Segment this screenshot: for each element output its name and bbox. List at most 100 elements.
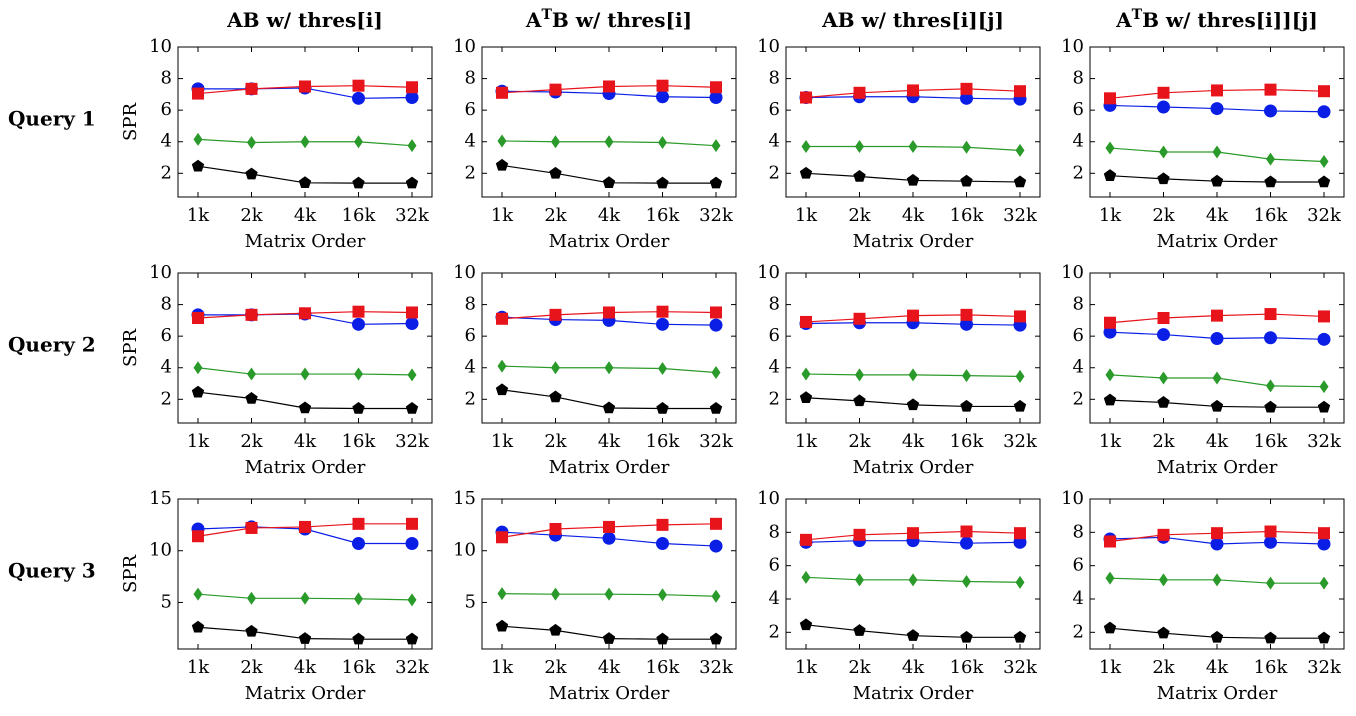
series-2-point-3 xyxy=(1210,332,1224,346)
series-3-point-3 xyxy=(300,591,310,605)
x-tick-label: 16k xyxy=(342,657,377,678)
x-axis-label: Matrix Order xyxy=(1157,683,1278,704)
series-1-point-5 xyxy=(1014,85,1026,98)
series-4-point-3 xyxy=(602,401,616,414)
series-3-point-4 xyxy=(658,136,667,150)
series-4-point-3 xyxy=(602,632,616,644)
y-tick-label: 2 xyxy=(161,388,172,409)
y-tick-label: 8 xyxy=(769,521,780,542)
series-4-point-2 xyxy=(1157,626,1170,639)
x-axis-label: Matrix Order xyxy=(549,231,670,252)
series-1-point-4 xyxy=(352,79,365,92)
series-2-point-3 xyxy=(1210,102,1224,116)
series-1-point-2 xyxy=(549,523,562,535)
panel-r2-c1: 2 4 6 8 10 1k 2k 4k 16k 32k Matrix Order SPR xyxy=(120,262,433,478)
x-tick-label: 1k xyxy=(187,431,210,452)
series-1-point-1 xyxy=(1104,535,1116,548)
y-axis-label: SPR xyxy=(120,329,141,367)
series-2-point-5 xyxy=(405,317,419,331)
x-tick-label: 2k xyxy=(1152,431,1175,452)
series-1-point-5 xyxy=(710,517,722,530)
series-3-point-2 xyxy=(855,368,864,382)
series-1-point-1 xyxy=(800,91,812,104)
panel-r1-c1: 2 4 6 8 10 1k 2k 4k 16k 32k Matrix Order SPR xyxy=(120,36,433,252)
x-tick-label: 4k xyxy=(1206,657,1229,678)
y-tick-label: 8 xyxy=(161,294,172,315)
series-4-point-1 xyxy=(799,166,813,179)
x-tick-label: 2k xyxy=(544,657,567,678)
series-1-point-3 xyxy=(1211,527,1223,540)
x-tick-label: 16k xyxy=(646,657,681,678)
y-tick-label: 2 xyxy=(465,162,476,183)
series-3-point-2 xyxy=(551,361,560,375)
series-2-point-3 xyxy=(1210,537,1224,551)
series-3-point-3 xyxy=(300,367,310,381)
series-1-point-1 xyxy=(496,312,508,325)
series-1-point-2 xyxy=(1157,312,1170,324)
y-tick-label: 4 xyxy=(465,357,476,378)
series-3-point-2 xyxy=(551,135,560,149)
series-2-point-4 xyxy=(960,91,973,105)
series-4-point-2 xyxy=(245,167,258,180)
series-4-point-3 xyxy=(298,401,312,414)
x-tick-label: 32k xyxy=(1307,431,1342,452)
series-4-point-3 xyxy=(906,629,920,641)
series-1-point-1 xyxy=(496,531,508,544)
x-tick-label: 1k xyxy=(1099,657,1122,678)
series-3-point-5 xyxy=(1015,575,1025,589)
y-tick-label: 8 xyxy=(1073,294,1084,315)
series-4-point-2 xyxy=(1157,172,1170,185)
y-tick-label: 4 xyxy=(1073,357,1084,378)
series-4-point-4 xyxy=(960,399,973,412)
series-4-point-3 xyxy=(602,176,616,189)
y-tick-label: 8 xyxy=(1073,68,1084,89)
series-4-point-5 xyxy=(405,176,419,189)
y-tick-label: 10 xyxy=(453,262,476,283)
series-4-point-1 xyxy=(191,620,205,633)
y-tick-label: 10 xyxy=(149,262,172,283)
series-4-point-1 xyxy=(1103,169,1117,181)
y-tick-label: 2 xyxy=(161,162,172,183)
x-tick-label: 4k xyxy=(1206,205,1229,226)
series-3-point-1 xyxy=(193,361,203,375)
row-title-1: Query 1 xyxy=(8,107,96,131)
series-4-point-3 xyxy=(906,398,920,411)
y-tick-label: 5 xyxy=(161,591,172,612)
x-tick-label: 4k xyxy=(598,431,621,452)
y-tick-label: 6 xyxy=(465,325,476,346)
series-3-point-3 xyxy=(1212,145,1222,159)
x-tick-label: 1k xyxy=(187,657,210,678)
series-4-point-3 xyxy=(1210,630,1224,643)
x-tick-label: 16k xyxy=(950,657,985,678)
series-1-point-4 xyxy=(960,525,973,538)
series-4-point-4 xyxy=(1264,400,1277,413)
series-3-point-1 xyxy=(1105,141,1115,155)
series-2-point-4 xyxy=(352,91,365,105)
series-4-point-4 xyxy=(656,632,669,645)
x-tick-label: 1k xyxy=(491,205,514,226)
x-tick-label: 4k xyxy=(598,205,621,226)
x-tick-label: 2k xyxy=(240,657,263,678)
panel-r2-c3: 2 4 6 8 10 1k 2k 4k 16k 32k Matrix Order xyxy=(757,262,1041,478)
series-1-point-4 xyxy=(1264,525,1277,538)
series-1-point-5 xyxy=(1014,310,1026,323)
column-title-4: ATB w/ thres[i]][j] xyxy=(1115,7,1318,32)
series-3-point-4 xyxy=(354,367,363,381)
series-1-point-2 xyxy=(853,312,866,325)
y-tick-label: 4 xyxy=(1073,131,1084,152)
series-4-point-3 xyxy=(298,176,312,189)
series-2-point-5 xyxy=(1317,537,1331,551)
y-tick-label: 6 xyxy=(769,555,780,576)
series-3-point-4 xyxy=(354,592,363,606)
series-3-point-4 xyxy=(354,135,363,149)
series-1-point-5 xyxy=(1318,310,1330,323)
series-2-point-2 xyxy=(1157,328,1170,342)
plot-frame xyxy=(481,46,737,198)
plot-frame xyxy=(177,272,433,424)
series-4-point-2 xyxy=(853,169,866,182)
series-1-point-3 xyxy=(1211,309,1223,322)
series-2-point-5 xyxy=(1317,332,1331,346)
plot-frame xyxy=(481,272,737,424)
y-tick-label: 10 xyxy=(149,36,172,57)
series-1-point-3 xyxy=(299,520,311,533)
